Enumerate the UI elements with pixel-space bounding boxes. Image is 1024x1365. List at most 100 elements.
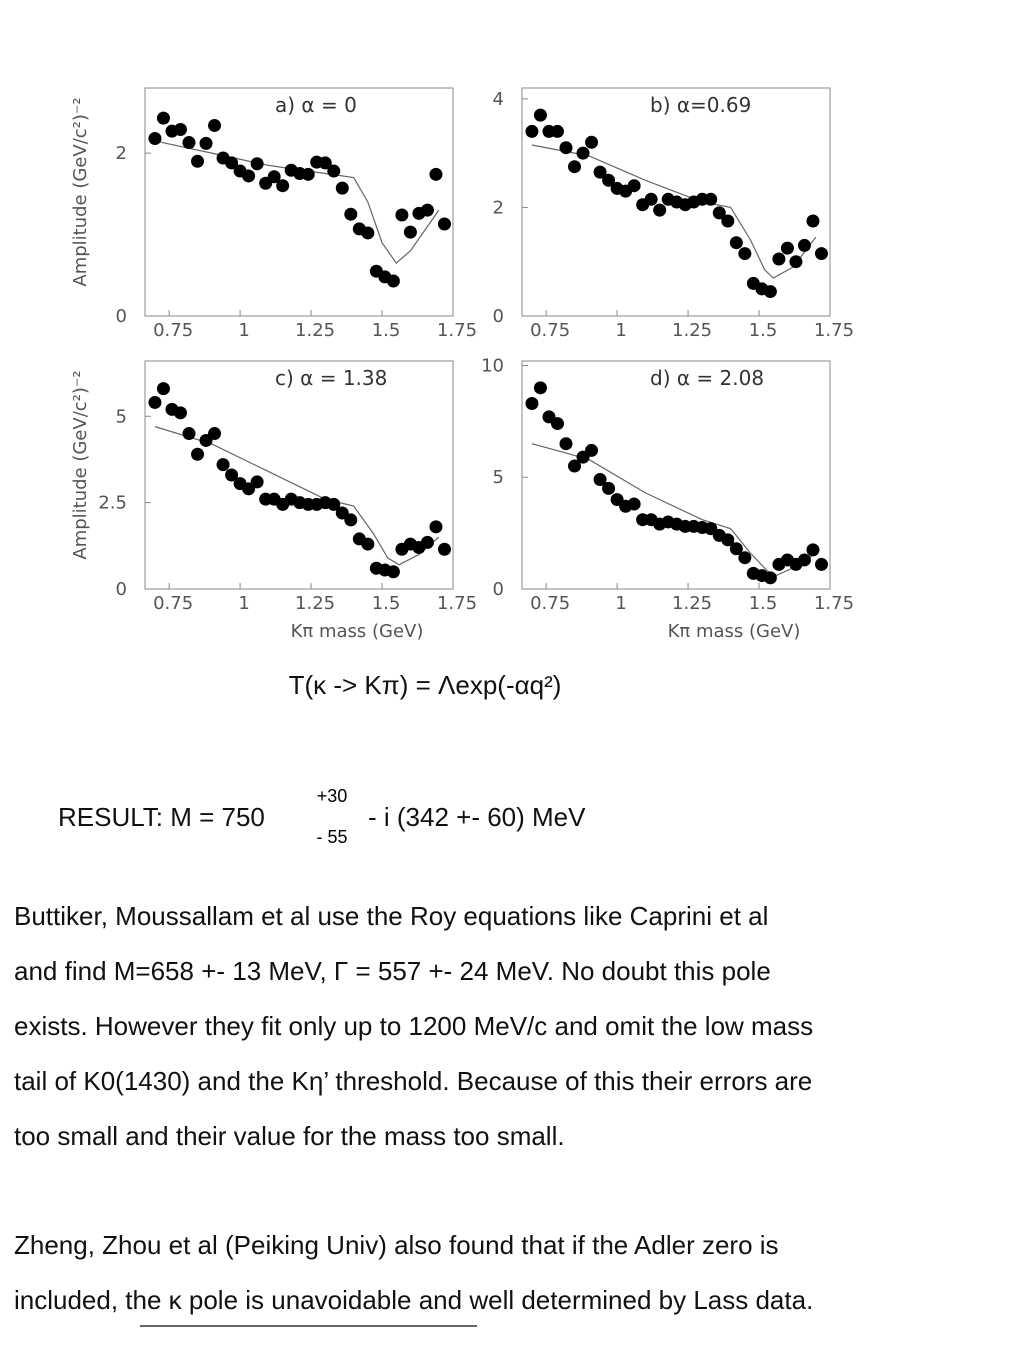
data-point [191,154,205,168]
data-point [191,447,205,461]
data-point [173,123,187,137]
data-point [276,179,290,193]
data-point [797,553,811,567]
x-tick-label: 1.75 [437,320,477,341]
data-point [729,542,743,556]
data-point [533,381,547,395]
data-point [327,497,341,511]
y-tick-label: 5 [493,467,504,488]
fit-curve [154,426,440,566]
result-upper: +30 [317,786,348,806]
data-point [182,427,196,441]
y-axis-label: Amplitude (GeV/c²)⁻² [70,370,91,559]
data-point [550,417,564,431]
data-point [738,551,752,565]
data-point [386,565,400,579]
data-point [585,443,599,457]
result-lead: RESULT: M = 750 [58,802,265,832]
x-tick-label: 0.75 [530,320,570,341]
chart-title: b) α=0.69 [650,93,751,117]
result-tail: - i (342 +- 60) MeV [368,802,586,832]
data-point [216,458,230,472]
data-point [729,236,743,250]
paragraph-line: and find M=658 +- 13 MeV, Γ = 557 +- 24 … [14,956,771,986]
data-point [806,543,820,557]
x-tick-label: 1.25 [295,593,335,614]
plot-frame [521,360,831,590]
paragraph-line: included, the κ pole is unavoidable and … [14,1285,813,1315]
x-tick-label: 0.75 [153,593,193,614]
data-point [148,131,162,145]
y-axis-label: Amplitude (GeV/c²)⁻² [70,97,91,286]
data-point [437,217,451,231]
data-point [559,437,573,451]
x-axis-label: Kπ mass (GeV) [668,621,801,642]
data-point [199,136,213,150]
data-point [525,396,539,410]
data-point [250,475,264,489]
data-point [327,164,341,178]
y-tick-label: 2 [116,143,127,164]
data-point [225,156,239,170]
data-point [148,395,162,409]
x-tick-label: 1 [238,593,249,614]
data-point [721,533,735,547]
paragraph-line: Buttiker, Moussallam et al use the Roy e… [14,901,768,931]
data-point [738,247,752,261]
chart-title: c) α = 1.38 [275,366,387,390]
plot-frame [521,87,831,317]
data-point [568,459,582,473]
data-point [420,535,434,549]
data-point [814,247,828,261]
data-point [763,571,777,585]
data-point [772,252,786,266]
data-point [806,214,820,228]
paragraph-line: tail of K0(1430) and the Kη’ threshold. … [14,1066,812,1096]
data-point [403,225,417,239]
data-point [344,207,358,221]
y-tick-label: 2 [493,197,504,218]
data-point [420,203,434,217]
data-point [712,206,726,220]
data-point [627,497,641,511]
data-point [250,157,264,171]
data-point [704,192,718,206]
y-tick-label: 0 [493,306,504,327]
data-point [318,156,332,170]
data-point [602,173,616,187]
data-point [225,468,239,482]
data-point [602,481,616,495]
data-point [763,285,777,299]
data-point [208,118,222,132]
x-tick-label: 1.25 [672,320,712,341]
data-point [593,165,607,179]
x-tick-label: 1 [615,593,626,614]
data-point [242,169,256,183]
x-tick-label: 1.5 [372,320,401,341]
paragraph-line: Zheng, Zhou et al (Peiking Univ) also fo… [14,1230,779,1260]
chart-title: a) α = 0 [275,93,357,117]
x-tick-label: 1 [615,320,626,341]
data-point [653,203,667,217]
data-point [361,537,375,551]
result-lower: - 55 [316,827,347,847]
data-point [361,226,375,240]
data-point [576,146,590,160]
data-point [429,520,443,534]
chart-title: d) α = 2.08 [650,366,764,390]
data-point [301,167,315,181]
x-axis-label: Kπ mass (GeV) [291,621,424,642]
data-point [386,274,400,288]
y-tick-label: 0 [116,579,127,600]
data-point [533,108,547,122]
x-tick-label: 1.75 [437,593,477,614]
data-point [335,181,349,195]
x-tick-label: 1 [238,320,249,341]
data-point [344,513,358,527]
data-point [182,136,196,150]
x-tick-label: 1.75 [814,320,854,341]
paragraph-line: exists. However they fit only up to 1200… [14,1011,813,1041]
data-point [721,214,735,228]
data-point [173,406,187,420]
